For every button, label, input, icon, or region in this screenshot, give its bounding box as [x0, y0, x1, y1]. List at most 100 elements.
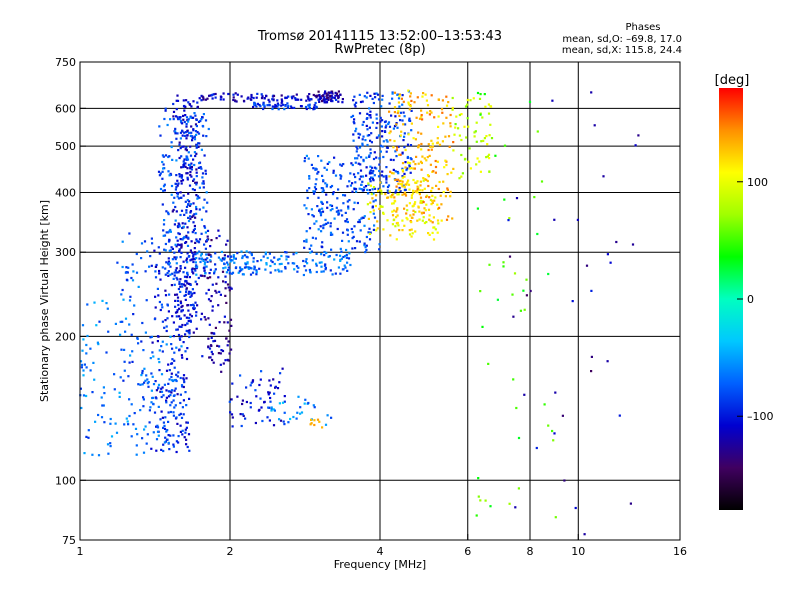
data-point [189, 259, 192, 262]
data-point [216, 344, 219, 347]
data-point [182, 413, 185, 416]
data-point [159, 134, 162, 137]
data-point [192, 257, 195, 260]
data-point [176, 94, 179, 97]
data-point [82, 394, 86, 397]
data-point [224, 294, 227, 297]
data-point [100, 396, 103, 399]
data-point [179, 238, 182, 241]
data-point [192, 229, 195, 232]
data-point [205, 253, 208, 256]
data-point [482, 139, 485, 142]
data-point [183, 213, 186, 216]
y-tick-label: 600 [55, 102, 76, 115]
data-point [141, 383, 144, 386]
data-point [429, 110, 432, 113]
data-point [204, 272, 207, 275]
data-point [447, 101, 450, 104]
data-point [402, 100, 405, 103]
data-point [339, 177, 342, 180]
data-point [193, 291, 196, 295]
data-point [170, 145, 173, 149]
data-point [363, 224, 366, 227]
data-point [585, 264, 589, 267]
data-point [416, 185, 419, 188]
data-point [248, 251, 251, 254]
data-point [417, 205, 420, 208]
data-point [170, 284, 173, 287]
data-point [313, 190, 316, 193]
data-point [205, 210, 208, 213]
data-point [231, 259, 234, 262]
data-point [164, 416, 167, 419]
data-point [259, 378, 262, 381]
data-point [139, 383, 142, 386]
data-point [435, 184, 438, 187]
data-point [312, 190, 315, 193]
data-point [395, 149, 398, 152]
data-point [192, 272, 195, 275]
data-point [351, 190, 354, 193]
data-point [434, 196, 437, 199]
data-point [425, 195, 428, 198]
data-point [452, 141, 455, 144]
y-tick-label: 500 [55, 140, 76, 153]
data-point [188, 200, 191, 203]
data-point [140, 374, 143, 377]
data-point [331, 92, 334, 95]
data-point [208, 272, 211, 275]
data-point [368, 155, 371, 158]
data-point [161, 266, 164, 269]
data-point [352, 120, 355, 124]
data-point [211, 353, 214, 356]
data-point [420, 115, 423, 118]
x-tick-label: 1 [77, 545, 84, 558]
data-point [328, 161, 331, 164]
data-point [434, 165, 438, 169]
data-point [425, 194, 429, 197]
data-point [259, 105, 262, 108]
data-point [258, 267, 261, 270]
data-point [164, 273, 167, 276]
data-point [303, 240, 306, 243]
data-point [276, 105, 279, 108]
data-point [455, 115, 458, 118]
data-point [195, 183, 198, 186]
data-point [432, 170, 435, 173]
data-point [305, 238, 308, 241]
data-point [308, 227, 312, 230]
data-point [458, 177, 461, 180]
data-point [404, 188, 407, 191]
data-point [434, 159, 437, 163]
data-point [181, 429, 184, 432]
data-point [174, 258, 177, 261]
data-point [165, 210, 168, 213]
data-point [187, 236, 190, 239]
data-point [142, 451, 146, 454]
data-point [181, 285, 184, 288]
data-point [309, 251, 312, 254]
data-point [175, 236, 178, 239]
data-point [158, 300, 161, 304]
data-point [396, 221, 399, 225]
data-point [359, 175, 362, 178]
data-point [174, 188, 177, 191]
data-point [192, 116, 195, 119]
data-point [246, 266, 249, 269]
data-point [209, 254, 212, 257]
data-point [196, 197, 199, 200]
data-point [168, 448, 171, 451]
data-point [376, 136, 379, 139]
data-point [529, 289, 532, 293]
data-point [231, 416, 234, 419]
data-point [92, 361, 95, 364]
data-point [185, 329, 188, 332]
data-point [203, 198, 206, 201]
data-point [169, 335, 172, 338]
data-point [253, 265, 256, 268]
data-point [175, 315, 178, 318]
data-point [190, 165, 193, 168]
data-point [247, 267, 250, 270]
data-point [163, 167, 166, 170]
